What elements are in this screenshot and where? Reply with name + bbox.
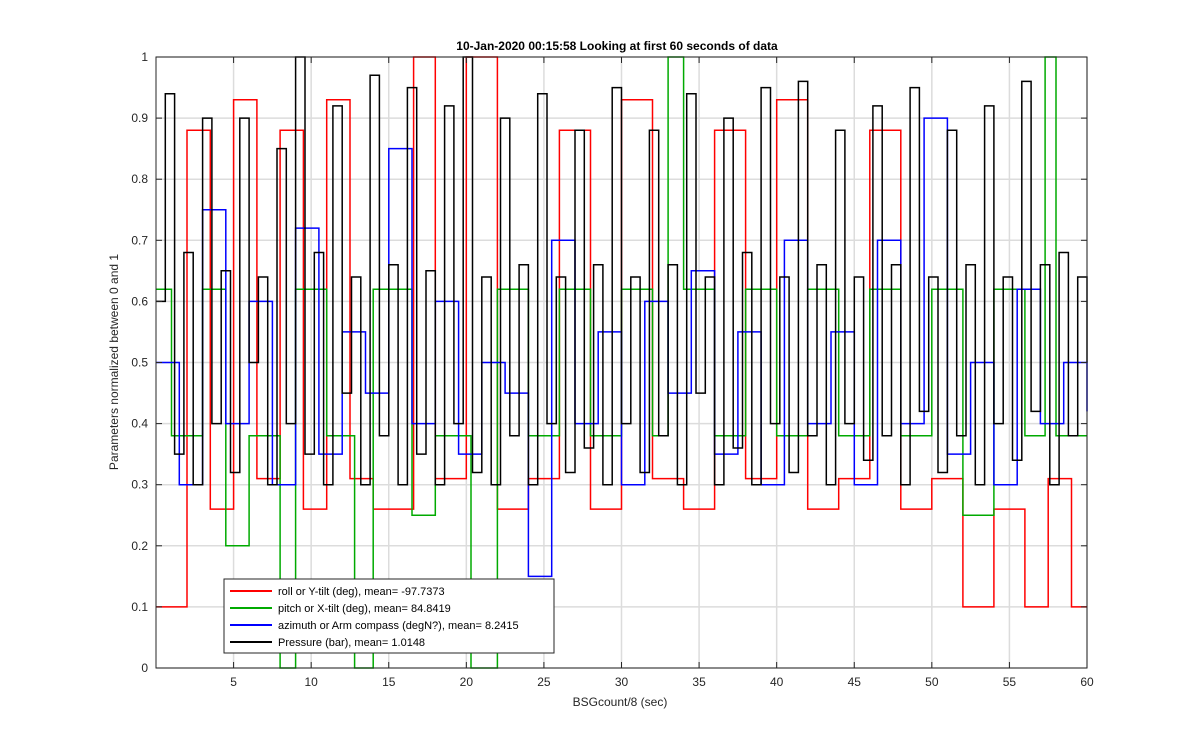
x-axis-label: BSGcount/8 (sec) [573, 695, 668, 709]
y-tick-label: 0 [141, 661, 148, 675]
legend-entry: roll or Y-tilt (deg), mean= -97.7373 [278, 586, 445, 598]
series-line-1 [156, 56, 1087, 608]
y-tick-label: 0.2 [131, 539, 148, 553]
legend: roll or Y-tilt (deg), mean= -97.7373 pitc… [223, 578, 555, 654]
y-tick-label: 0.8 [131, 172, 148, 186]
y-tick-label: 0.3 [131, 478, 148, 492]
x-tick-label: 5 [230, 675, 237, 689]
x-tick-label: 30 [615, 675, 629, 689]
x-tick-label: 35 [692, 675, 706, 689]
x-tick-label: 45 [848, 675, 862, 689]
legend-entry: azimuth or Arm compass (degN?), mean= 8.… [278, 620, 519, 632]
legend-box [223, 578, 555, 654]
axis-ticks: 5 10 15 20 25 30 35 40 45 50 55 60 0 0.1 0.2 0.3 0.4 0.5 0… [131, 50, 1094, 689]
x-tick-label: 55 [1003, 675, 1017, 689]
x-tick-label: 15 [382, 675, 396, 689]
x-tick-label: 25 [537, 675, 551, 689]
x-tick-label: 50 [925, 675, 939, 689]
y-tick-label: 1 [141, 50, 148, 64]
x-tick-label: 60 [1080, 675, 1094, 689]
series-line-3 [156, 117, 1088, 578]
x-tick-label: 10 [304, 675, 318, 689]
y-tick-label: 0.4 [131, 417, 148, 431]
y-tick-label: 0.9 [131, 111, 148, 125]
y-axis-label: Parameters normalized between 0 and 1 [107, 254, 121, 470]
x-tick-label: 40 [770, 675, 784, 689]
y-tick-label: 0.7 [131, 233, 148, 247]
legend-entry: Pressure (bar), mean= 1.0148 [278, 637, 425, 649]
legend-entry: pitch or X-tilt (deg), mean= 84.8419 [278, 603, 451, 615]
y-tick-label: 0.1 [131, 600, 148, 614]
y-tick-label: 0.5 [131, 356, 148, 370]
series-line-4 [156, 56, 1088, 486]
chart-title: 10-Jan-2020 00:15:58 Looking at first 60… [456, 39, 778, 53]
x-tick-label: 20 [460, 675, 474, 689]
y-tick-label: 0.6 [131, 294, 148, 308]
